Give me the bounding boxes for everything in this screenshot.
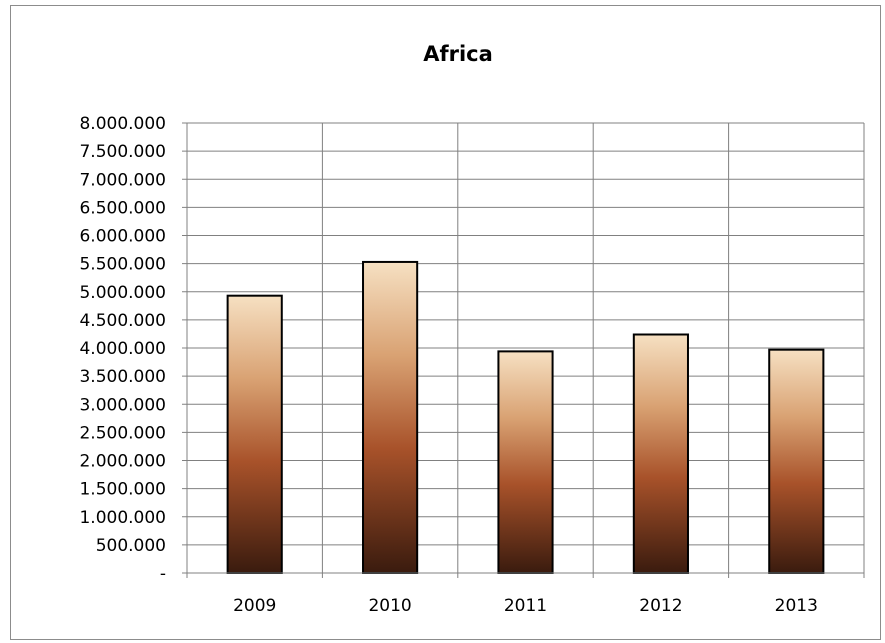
y-tick-label: 8.000.000 [79, 114, 166, 134]
y-tick-label: 4.500.000 [79, 311, 166, 331]
bars [226, 260, 825, 574]
x-tick-label: 2010 [368, 596, 411, 616]
y-tick-label: 500.000 [96, 536, 166, 556]
y-axis-tick-labels: - 500.000 1.000.000 1.500.000 2.000.000 2.500… [79, 114, 166, 584]
x-tick-label: 2011 [504, 596, 547, 616]
y-tick-label: 6.000.000 [79, 227, 166, 247]
x-tick-label: 2012 [639, 596, 682, 616]
bar-2012 [632, 333, 689, 574]
y-tick-label: 7.000.000 [79, 170, 166, 190]
bar-2009 [226, 294, 283, 574]
y-tick-label: 1.000.000 [79, 508, 166, 528]
chart-title: Africa [423, 42, 493, 66]
bar-2010 [362, 260, 419, 574]
axes [182, 122, 865, 578]
chart-frame: Africa - 500.000 1.000.000 1.500.000 2.000.0… [10, 5, 881, 640]
y-tick-label: - [160, 564, 166, 584]
bar-2013 [768, 348, 825, 574]
bar-chart: Africa - 500.000 1.000.000 1.500.000 2.000.0… [79, 42, 865, 616]
y-tick-label: 2.000.000 [79, 452, 166, 472]
y-tick-label: 6.500.000 [79, 198, 166, 218]
x-tick-label: 2013 [775, 596, 818, 616]
y-tick-label: 7.500.000 [79, 142, 166, 162]
y-tick-label: 3.000.000 [79, 395, 166, 415]
y-tick-label: 4.000.000 [79, 339, 166, 359]
y-tick-label: 3.500.000 [79, 367, 166, 387]
y-tick-label: 2.500.000 [79, 423, 166, 443]
bar-2011 [497, 350, 554, 574]
y-tick-label: 5.500.000 [79, 255, 166, 275]
x-tick-label: 2009 [233, 596, 276, 616]
x-axis-tick-labels: 2009 2010 2011 2012 2013 [233, 596, 818, 616]
y-tick-label: 5.000.000 [79, 283, 166, 303]
y-tick-label: 1.500.000 [79, 480, 166, 500]
